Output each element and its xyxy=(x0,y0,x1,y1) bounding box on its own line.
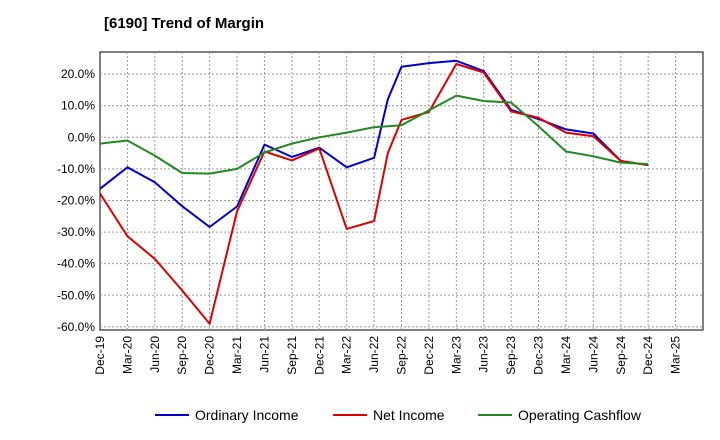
y-tick-label: -50.0% xyxy=(57,288,95,302)
series-layer xyxy=(99,59,649,325)
axis-layer: 20.0% 10.0% 0.0% -10.0% -20.0% -30.0% -40.0% -5… xyxy=(57,67,683,375)
x-tick-label: Dec-19 xyxy=(93,336,107,375)
x-tick-label: Mar-22 xyxy=(340,336,354,374)
y-tick-label: 20.0% xyxy=(61,67,95,81)
y-tick-label: -10.0% xyxy=(57,162,95,176)
y-tick-label: -40.0% xyxy=(57,257,95,271)
y-tick-label: -20.0% xyxy=(57,193,95,207)
y-tick-label: -30.0% xyxy=(57,225,95,239)
x-tick-label: Mar-25 xyxy=(669,336,683,374)
x-tick-label: Dec-21 xyxy=(312,336,326,375)
x-tick-label: Jun-20 xyxy=(148,336,162,373)
x-tick-label: Mar-21 xyxy=(230,336,244,374)
series-line-operating-cashflow xyxy=(99,94,649,175)
x-tick-label: Jun-22 xyxy=(367,336,381,373)
x-tick-label: Sep-23 xyxy=(504,336,518,375)
x-tick-label: Dec-20 xyxy=(203,336,217,375)
x-tick-label: Dec-22 xyxy=(422,336,436,375)
x-tick-label: Mar-20 xyxy=(120,336,134,374)
x-tick-label: Sep-24 xyxy=(614,336,628,375)
x-tick-label: Sep-22 xyxy=(395,336,409,375)
legend: Ordinary Income Net Income Operating Cashf… xyxy=(155,407,642,423)
x-tick-label: Sep-20 xyxy=(175,336,189,375)
x-tick-label: Jun-23 xyxy=(477,336,491,373)
x-tick-label: Jun-24 xyxy=(586,336,600,373)
x-tick-label: Sep-21 xyxy=(285,336,299,375)
legend-label: Net Income xyxy=(373,407,445,423)
y-tick-label: 0.0% xyxy=(68,130,96,144)
legend-label: Operating Cashflow xyxy=(518,407,642,423)
x-tick-label: Dec-24 xyxy=(641,336,655,375)
x-tick-label: Jun-21 xyxy=(257,336,271,373)
x-tick-label: Mar-23 xyxy=(449,336,463,374)
series-line-net-income xyxy=(99,63,649,325)
grid-layer xyxy=(99,51,704,331)
x-tick-label: Dec-23 xyxy=(532,336,546,375)
y-tick-label: 10.0% xyxy=(61,99,95,113)
chart-title: [6190] Trend of Margin xyxy=(104,15,265,32)
y-tick-label: -60.0% xyxy=(57,320,95,334)
x-tick-label: Mar-24 xyxy=(559,336,573,374)
legend-label: Ordinary Income xyxy=(195,407,299,423)
